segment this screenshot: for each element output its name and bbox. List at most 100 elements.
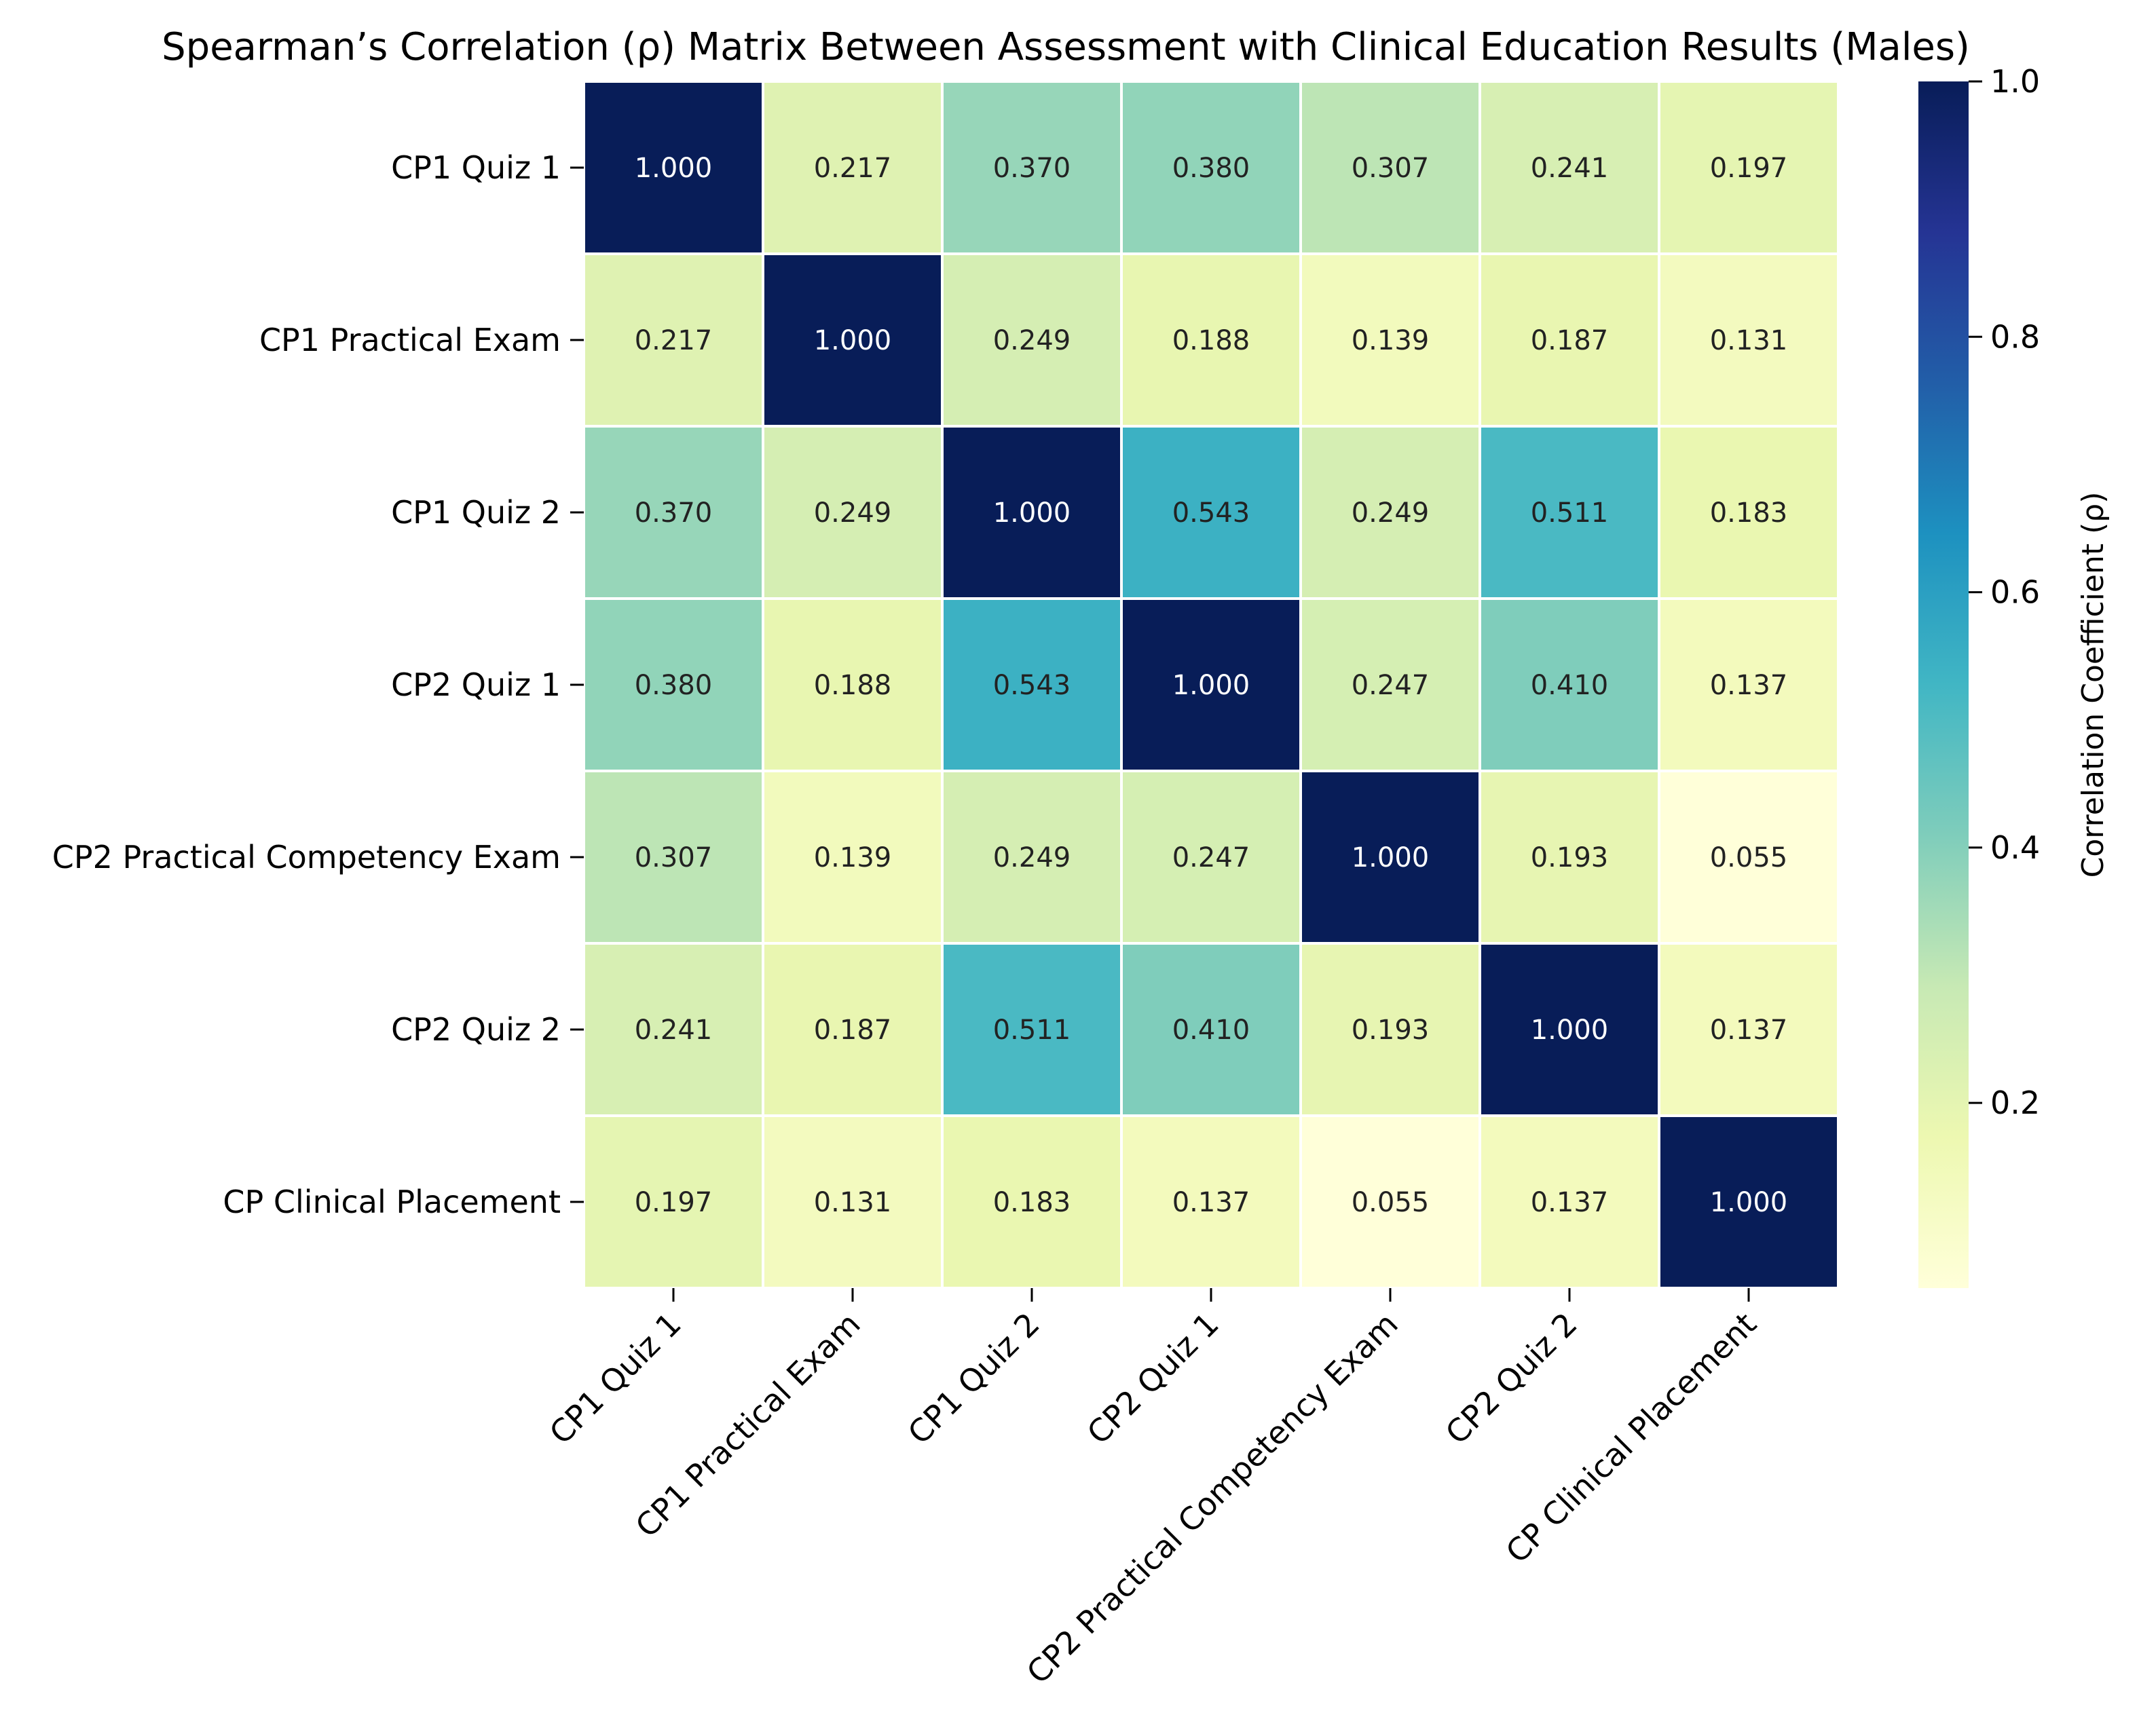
cell-value-label: 1.000 <box>814 325 892 356</box>
x-tick-label: CP1 Quiz 2 <box>901 1306 1047 1452</box>
cell-value-label: 0.241 <box>1531 153 1609 184</box>
heatmap-cell <box>1120 80 1302 255</box>
cell-value-label: 0.131 <box>1710 325 1788 356</box>
heatmap-cell <box>762 425 944 600</box>
heatmap-cell <box>1658 425 1840 600</box>
x-tick-label: CP1 Quiz 1 <box>542 1306 688 1452</box>
colorbar-tick-label: 1.0 <box>1990 63 2040 100</box>
heatmap-cell <box>1658 1114 1840 1289</box>
x-tick-label: CP2 Quiz 2 <box>1438 1306 1584 1452</box>
cell-value-label: 0.410 <box>1172 1015 1250 1046</box>
colorbar: 0.2 0.4 0.6 0.8 1.0 Correlation Coefficient … <box>1918 63 2110 1288</box>
cell-value-label: 0.410 <box>1531 670 1609 701</box>
cell-value-label: 0.131 <box>814 1187 892 1218</box>
colorbar-tick-label: 0.6 <box>1990 574 2040 611</box>
cell-value-label: 0.187 <box>814 1015 892 1046</box>
cell-value-label: 0.380 <box>1172 153 1250 184</box>
cell-value-label: 0.183 <box>993 1187 1071 1218</box>
cell-value-label: 0.217 <box>814 153 892 184</box>
heatmap-cell <box>1120 597 1302 772</box>
heatmap-cell <box>762 942 944 1117</box>
cell-value-label: 1.000 <box>1531 1015 1609 1046</box>
cell-value-label: 0.183 <box>1710 497 1788 529</box>
cell-value-label: 0.370 <box>635 497 713 529</box>
colorbar-tick-label: 0.4 <box>1990 829 2040 866</box>
y-tick-label: CP2 Quiz 1 <box>391 666 561 703</box>
cell-value-label: 0.247 <box>1352 670 1430 701</box>
cell-value-label: 0.511 <box>1531 497 1609 529</box>
cell-value-label: 0.247 <box>1172 842 1250 873</box>
y-tick-label: CP1 Quiz 2 <box>391 494 561 531</box>
heatmap-cell <box>762 597 944 772</box>
heatmap-cells: 1.000 0.217 0.370 0.380 0.307 0.241 0.197 0.217… <box>582 80 1840 1289</box>
y-tick-label: CP2 Practical Competency Exam <box>52 839 561 875</box>
y-tick-label: CP1 Quiz 1 <box>391 149 561 186</box>
heatmap-cell <box>1299 1114 1481 1289</box>
heatmap-cell <box>941 770 1123 945</box>
y-tick-label: CP2 Quiz 2 <box>391 1011 561 1048</box>
cell-value-label: 0.380 <box>635 670 713 701</box>
heatmap-cell <box>941 252 1123 428</box>
heatmap-cell <box>941 942 1123 1117</box>
cell-value-label: 1.000 <box>993 497 1071 529</box>
y-tick-label: CP Clinical Placement <box>223 1184 561 1220</box>
x-tick-label: CP2 Practical Competency Exam <box>1020 1306 1405 1691</box>
cell-value-label: 0.193 <box>1352 1015 1430 1046</box>
heatmap-cell <box>582 80 764 255</box>
heatmap-cell <box>941 80 1123 255</box>
cell-value-label: 0.188 <box>1172 325 1250 356</box>
heatmap-cell <box>1120 425 1302 600</box>
cell-value-label: 0.137 <box>1710 1015 1788 1046</box>
cell-value-label: 0.139 <box>814 842 892 873</box>
heatmap-cell <box>1120 1114 1302 1289</box>
cell-value-label: 0.249 <box>1352 497 1430 529</box>
heatmap-cell <box>1658 252 1840 428</box>
cell-value-label: 0.307 <box>635 842 713 873</box>
heatmap-cell <box>1299 942 1481 1117</box>
cell-value-label: 0.055 <box>1352 1187 1430 1218</box>
heatmap-cell <box>582 770 764 945</box>
heatmap-cell <box>941 1114 1123 1289</box>
heatmap-cell <box>582 942 764 1117</box>
cell-value-label: 0.217 <box>635 325 713 356</box>
cell-value-label: 0.137 <box>1531 1187 1609 1218</box>
colorbar-tick-label: 0.8 <box>1990 318 2040 355</box>
cell-value-label: 0.055 <box>1710 842 1788 873</box>
colorbar-scale <box>1918 81 1969 1288</box>
heatmap-cell <box>1120 942 1302 1117</box>
cell-value-label: 0.137 <box>1172 1187 1250 1218</box>
colorbar-tick-label: 0.2 <box>1990 1084 2040 1121</box>
cell-value-label: 0.137 <box>1710 670 1788 701</box>
heatmap-cell <box>582 597 764 772</box>
heatmap-cell <box>1478 425 1660 600</box>
cell-value-label: 0.249 <box>814 497 892 529</box>
colorbar-label: Correlation Coefficient (ρ) <box>2076 492 2110 878</box>
colorbar-ticks: 0.2 0.4 0.6 0.8 1.0 <box>1969 63 2040 1121</box>
cell-value-label: 1.000 <box>1710 1187 1788 1218</box>
cell-value-label: 0.307 <box>1352 153 1430 184</box>
cell-value-label: 0.193 <box>1531 842 1609 873</box>
heatmap-cell <box>1658 942 1840 1117</box>
cell-value-label: 0.249 <box>993 325 1071 356</box>
heatmap-cell <box>1299 252 1481 428</box>
cell-value-label: 0.187 <box>1531 325 1609 356</box>
cell-value-label: 1.000 <box>1352 842 1430 873</box>
cell-value-label: 0.139 <box>1352 325 1430 356</box>
cell-value-label: 0.197 <box>635 1187 713 1218</box>
heatmap-cell <box>1478 597 1660 772</box>
cell-value-label: 0.188 <box>814 670 892 701</box>
heatmap-cell <box>1478 1114 1660 1289</box>
cell-value-label: 0.543 <box>993 670 1071 701</box>
heatmap-cell <box>1299 425 1481 600</box>
y-tick-label: CP1 Practical Exam <box>259 322 561 358</box>
cell-value-label: 0.241 <box>635 1015 713 1046</box>
cell-value-label: 0.543 <box>1172 497 1250 529</box>
cell-value-label: 0.511 <box>993 1015 1071 1046</box>
cell-value-label: 1.000 <box>635 153 713 184</box>
chart-title: Spearman’s Correlation (ρ) Matrix Betwee… <box>162 25 1970 69</box>
cell-value-label: 1.000 <box>1172 670 1250 701</box>
heatmap-cell <box>1478 80 1660 255</box>
heatmap-cell <box>582 1114 764 1289</box>
